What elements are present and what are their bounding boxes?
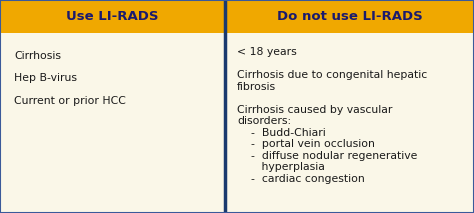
Bar bbox=[0, 0, 474, 33]
Text: Current or prior HCC: Current or prior HCC bbox=[14, 96, 126, 106]
Text: disorders:: disorders: bbox=[237, 116, 292, 126]
Text: -  cardiac congestion: - cardiac congestion bbox=[237, 174, 365, 184]
Text: Use LI-RADS: Use LI-RADS bbox=[66, 10, 159, 23]
Text: Cirrhosis due to congenital hepatic: Cirrhosis due to congenital hepatic bbox=[237, 70, 428, 80]
Text: -  Budd-Chiari: - Budd-Chiari bbox=[237, 128, 326, 138]
Text: -  diffuse nodular regenerative: - diffuse nodular regenerative bbox=[237, 151, 418, 161]
Text: < 18 years: < 18 years bbox=[237, 47, 297, 57]
Text: fibrosis: fibrosis bbox=[237, 82, 276, 92]
Text: hyperplasia: hyperplasia bbox=[237, 162, 325, 172]
Text: Hep B-virus: Hep B-virus bbox=[14, 73, 77, 83]
Text: -  portal vein occlusion: - portal vein occlusion bbox=[237, 139, 375, 149]
Text: Cirrhosis caused by vascular: Cirrhosis caused by vascular bbox=[237, 105, 392, 115]
Text: Cirrhosis: Cirrhosis bbox=[14, 51, 61, 61]
Text: Do not use LI-RADS: Do not use LI-RADS bbox=[277, 10, 422, 23]
